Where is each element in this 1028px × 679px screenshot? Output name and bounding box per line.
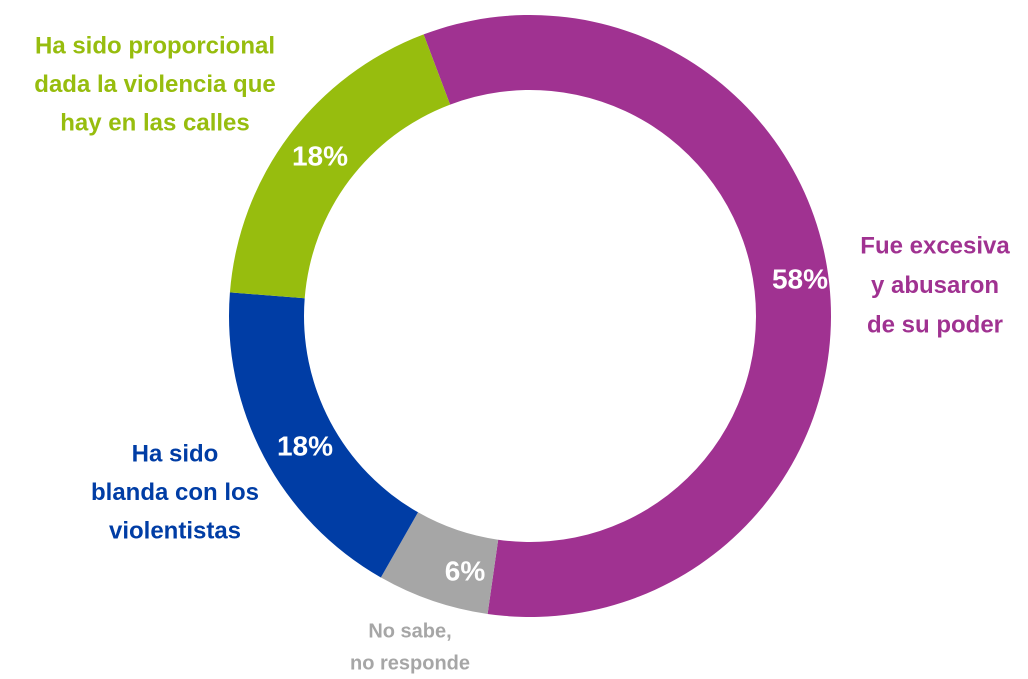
donut-slice [229,34,451,299]
value-label: 18% [277,430,333,461]
category-label: Ha sido [132,440,219,467]
category-label: Ha sido proporcional [35,32,275,59]
category-label: blanda con los [91,479,259,506]
value-label: 58% [772,263,828,294]
category-label: Fue excesiva [860,232,1010,259]
value-label: 6% [445,555,486,586]
category-label: de su poder [867,311,1003,338]
category-label: violentistas [109,517,241,544]
category-label: no responde [350,652,470,674]
donut-slice [229,292,419,578]
category-label: hay en las calles [60,109,249,136]
category-label: No sabe, [368,620,451,642]
donut-slice [423,15,831,618]
value-label: 18% [292,140,348,171]
donut-slice [380,512,499,614]
category-label: dada la violencia que [34,71,275,98]
category-label: y abusaron [871,272,999,299]
